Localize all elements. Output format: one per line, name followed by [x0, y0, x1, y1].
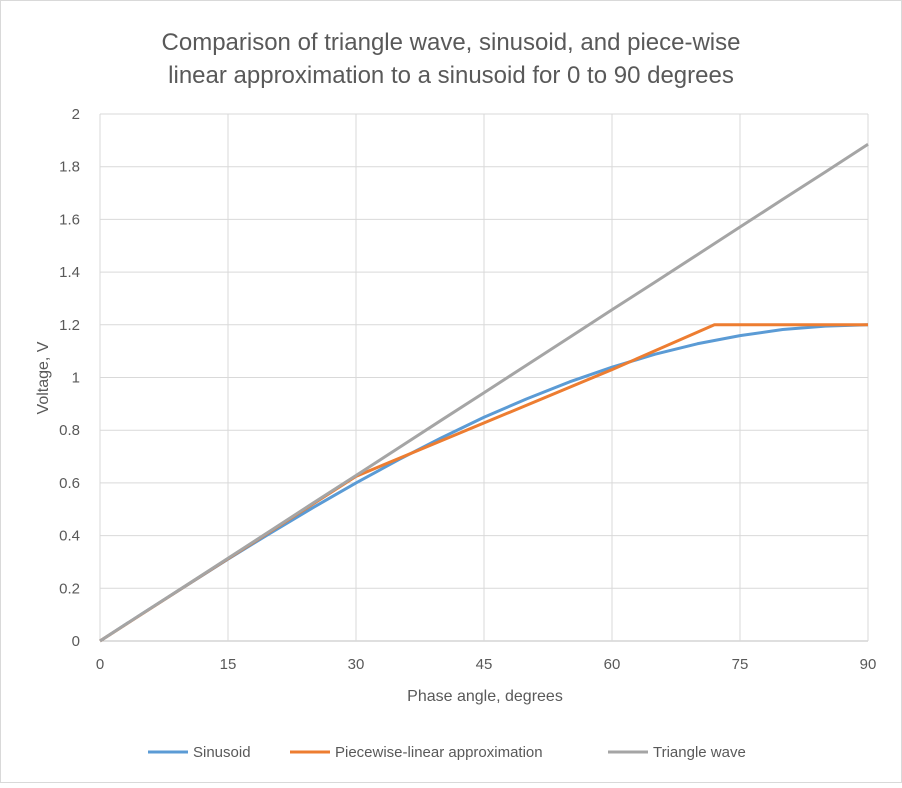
x-tick-label: 90 [860, 656, 877, 673]
x-tick-label: 45 [476, 656, 493, 673]
legend-item: Piecewise-linear approximation [290, 744, 543, 761]
y-tick-label: 2 [72, 106, 80, 123]
y-axis-label: Voltage, V [35, 341, 52, 414]
legend: Sinusoid Piecewise-linear approximation Tr… [148, 744, 746, 761]
y-tick-label: 0 [72, 633, 80, 650]
chart-title-line-1: Comparison of triangle wave, sinusoid, a… [162, 29, 741, 56]
chart-title-line-2: linear approximation to a sinusoid for 0… [168, 62, 734, 89]
y-tick-label: 1.2 [59, 317, 80, 334]
legend-label: Piecewise-linear approximation [335, 744, 543, 761]
series-line-triangle-wave [99, 143, 869, 643]
x-tick-label: 15 [220, 656, 237, 673]
legend-item: Sinusoid [148, 744, 251, 761]
x-tick-label: 0 [96, 656, 104, 673]
legend-label: Sinusoid [193, 744, 251, 761]
x-tick-label: 60 [604, 656, 621, 673]
y-tick-label: 1.6 [59, 211, 80, 228]
x-axis-label: Phase angle, degrees [407, 688, 563, 705]
y-tick-label: 1.4 [59, 264, 80, 281]
x-tick-label: 30 [348, 656, 365, 673]
y-tick-label: 0.4 [59, 528, 80, 545]
x-tick-label: 75 [732, 656, 749, 673]
y-tick-label: 0.8 [59, 422, 80, 439]
legend-item: Triangle wave [608, 744, 746, 761]
y-tick-label: 1.8 [59, 159, 80, 176]
y-tick-label: 0.6 [59, 475, 80, 492]
y-tick-label: 1 [72, 370, 80, 387]
y-tick-label: 0.2 [59, 580, 80, 597]
legend-label: Triangle wave [653, 744, 746, 761]
